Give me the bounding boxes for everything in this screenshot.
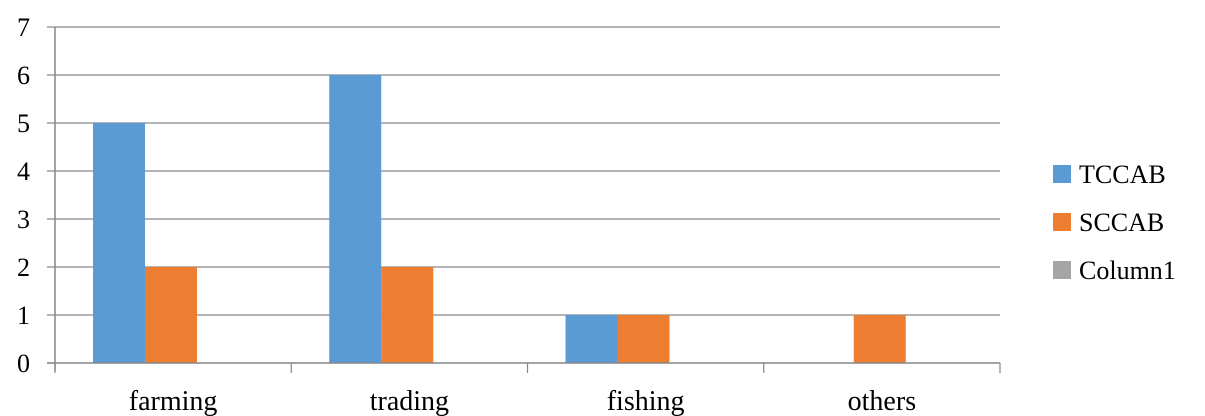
bar-sccab-farming: [145, 267, 197, 363]
x-axis-category-labels: farming trading fishing others: [129, 386, 916, 416]
bars: [93, 75, 906, 363]
y-tick-label: 3: [17, 205, 30, 234]
x-category-label: others: [848, 386, 916, 416]
x-category-label: fishing: [607, 386, 685, 416]
y-tick-label: 5: [17, 109, 30, 138]
axes: [47, 26, 1001, 373]
y-tick-label: 4: [17, 157, 30, 186]
legend: TCCAB SCCAB Column1: [1053, 160, 1176, 285]
y-tick-label: 0: [17, 349, 30, 378]
y-tick-label: 6: [17, 61, 30, 90]
bar-tccab-farming: [93, 123, 145, 363]
y-tick-label: 1: [17, 301, 30, 330]
bar-sccab-others: [853, 315, 906, 363]
bar-sccab-trading: [381, 267, 434, 363]
gridlines: [55, 26, 1000, 316]
y-tick-label: 2: [17, 253, 30, 282]
y-axis-tick-labels: 0 1 2 3 4 5 6 7: [17, 13, 30, 378]
y-tick-label: 7: [17, 13, 30, 42]
bar-tccab-fishing: [565, 315, 618, 363]
legend-label-tccab: TCCAB: [1079, 160, 1166, 189]
bar-tccab-trading: [329, 75, 382, 363]
legend-swatch-sccab: [1053, 213, 1071, 231]
legend-swatch-column1: [1053, 261, 1071, 279]
legend-label-column1: Column1: [1079, 256, 1176, 285]
legend-label-sccab: SCCAB: [1079, 208, 1164, 237]
bar-sccab-fishing: [617, 315, 670, 363]
x-category-label: trading: [370, 386, 449, 416]
legend-swatch-tccab: [1053, 165, 1071, 183]
x-category-label: farming: [129, 386, 218, 416]
